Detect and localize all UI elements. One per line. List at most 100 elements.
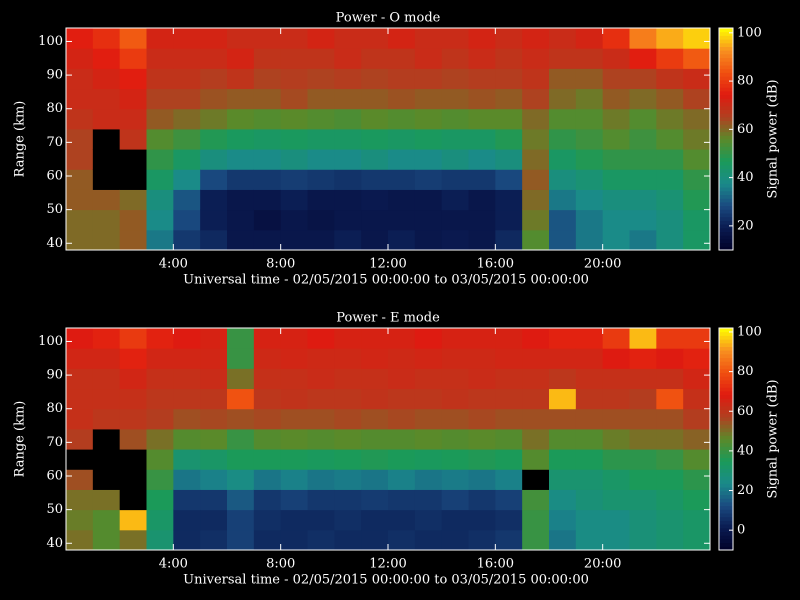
heat-cell [575,68,604,90]
heat-cell [441,408,469,430]
heat-cell [253,28,282,49]
colorbar-step [719,39,733,44]
heat-cell [414,189,443,211]
heat-cell [146,88,174,110]
heat-cell [549,48,577,69]
heat-cell [522,388,550,410]
heat-cell [549,328,577,349]
heat-cell [280,128,308,150]
heat-cell [683,48,711,69]
colorbar-tick-label: 80 [737,364,754,379]
heatmap [66,328,711,551]
heat-cell [92,428,121,450]
heat-cell [361,368,389,390]
heat-cell [468,169,496,190]
heat-cell [441,28,469,49]
heat-cell [253,88,282,110]
heat-cell [361,388,389,410]
heat-cell [522,408,550,430]
heat-cell [92,108,121,130]
heat-cell [602,449,630,470]
heat-cell [522,48,550,69]
heat-cell [307,229,335,251]
colorbar-step [719,231,733,236]
heat-cell [334,469,362,490]
heat-cell [629,408,657,430]
heat-cell [549,529,577,551]
heat-cell [495,529,523,551]
heat-cell [334,408,362,430]
heat-cell [361,189,389,211]
colorbar-step [719,509,733,514]
heat-cell [146,108,174,130]
heat-cell [66,368,94,390]
heat-cell [66,229,94,251]
heat-cell [92,328,121,349]
heat-cell [575,529,604,551]
heat-cell [146,469,174,490]
heat-cell [522,469,550,490]
heat-cell [602,388,630,410]
heat-cell [575,328,604,349]
heat-cell [522,28,550,49]
colorbar-step [719,498,733,503]
heat-cell [468,388,496,410]
heat-cell [629,328,657,349]
heat-cell [468,229,496,251]
heat-cell [200,529,228,551]
colorbar-step [719,376,733,381]
colorbar-step [719,79,733,84]
heat-cell [200,108,228,130]
colorbar-step [719,427,733,433]
colorbar-step [719,372,733,377]
heat-cell [656,489,684,511]
heat-cell [280,529,308,551]
heat-cell [522,149,550,170]
heat-cell [656,368,684,390]
heat-cell [656,449,684,470]
heat-cell [334,48,362,69]
panel-title: Power - E mode [336,311,440,326]
heat-cell [629,348,657,369]
heat-cell [414,169,443,190]
heat-cell [629,189,657,211]
heat-cell [200,189,228,211]
colorbar-tick-label: 60 [737,404,754,419]
heat-cell [334,348,362,369]
heat-cell [200,88,228,110]
heat-cell [629,68,657,90]
colorbar-step [719,483,733,488]
heat-cell [388,128,416,150]
colorbar-step [719,490,733,495]
heat-cell [253,449,282,470]
heat-cell [414,229,443,251]
heat-cell [629,428,657,450]
heat-cell [495,209,523,231]
heat-cell [92,509,121,531]
heat-cell [656,28,684,49]
heat-cell [307,209,335,231]
heat-cell [253,348,282,369]
heat-cell [683,88,711,110]
heat-cell [414,469,443,490]
colorbar-step [719,205,733,210]
heat-cell [119,348,147,369]
heat-cell [361,169,389,190]
colorbar-step [719,420,733,425]
heat-cell [92,489,121,511]
y-tick-label: 90 [46,368,63,383]
heat-cell [629,509,657,531]
heat-cell [280,48,308,69]
heat-cell [549,28,577,49]
heat-cell [200,489,228,511]
heat-cell [656,88,684,110]
y-tick-label: 50 [46,202,63,217]
heat-cell [119,408,147,430]
heat-cell [495,48,523,69]
colorbar-step [719,350,733,355]
heat-cell [173,229,201,251]
heat-cell [66,328,94,349]
heat-cell [549,469,577,490]
heat-cell [227,428,255,450]
heat-cell [173,348,201,369]
